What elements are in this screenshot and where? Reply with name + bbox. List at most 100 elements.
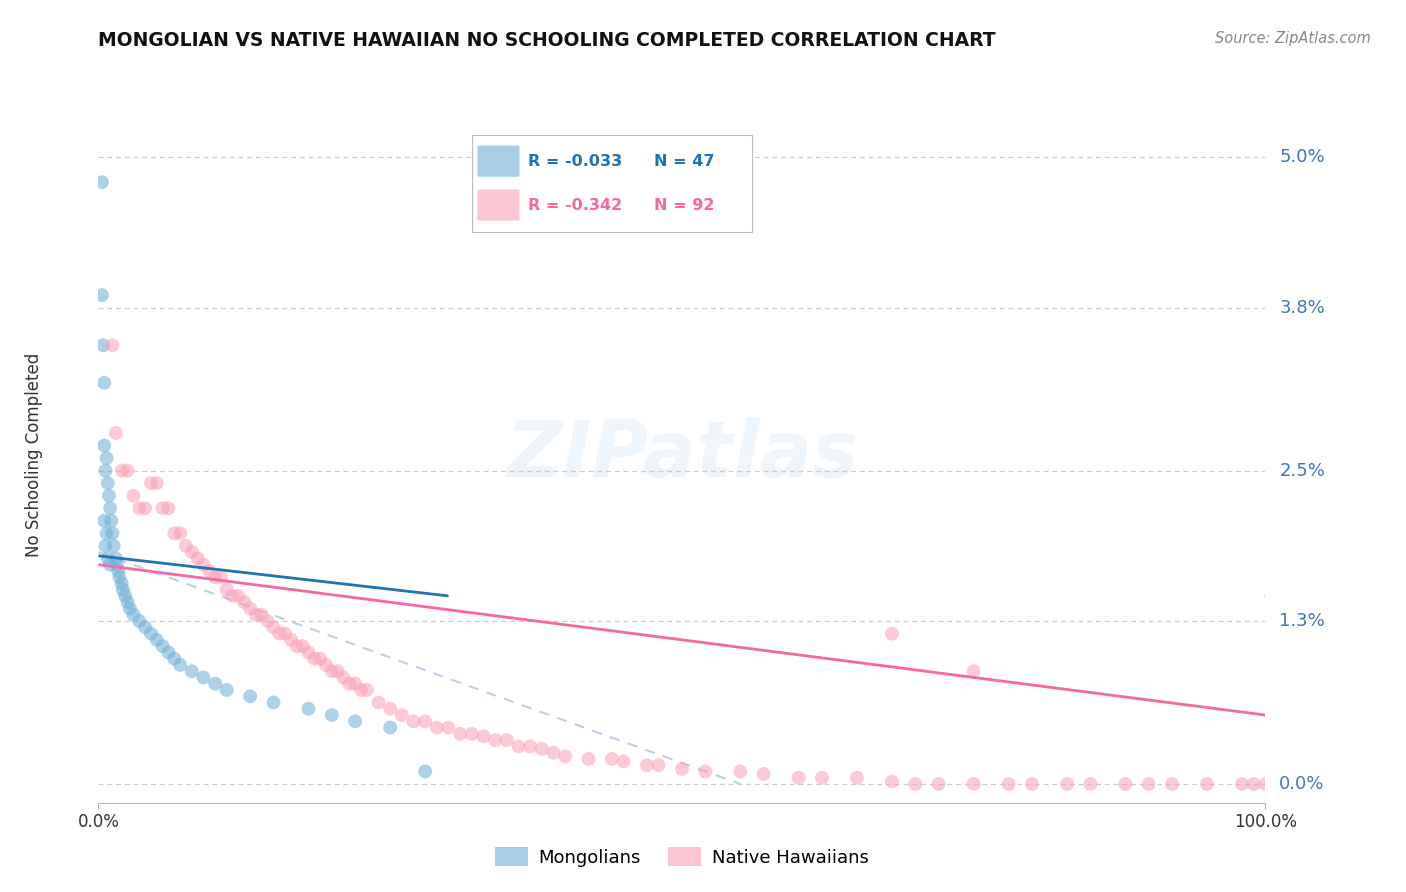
- Point: [239, 690, 262, 704]
- Point: [1114, 777, 1136, 791]
- Legend: Mongolians, Native Hawaiians: Mongolians, Native Hawaiians: [488, 840, 876, 874]
- Point: [215, 582, 238, 597]
- Point: [228, 589, 250, 603]
- Point: [94, 539, 117, 553]
- Point: [215, 683, 238, 698]
- Point: [695, 764, 717, 779]
- Point: [134, 501, 156, 516]
- Point: [128, 501, 150, 516]
- Point: [152, 501, 174, 516]
- Point: [495, 733, 517, 747]
- Point: [90, 288, 112, 302]
- Point: [256, 614, 278, 628]
- Point: [378, 702, 402, 716]
- Point: [391, 708, 413, 723]
- Point: [1260, 589, 1282, 603]
- Point: [1195, 777, 1218, 791]
- Point: [96, 451, 118, 466]
- FancyBboxPatch shape: [478, 189, 519, 220]
- Point: [1080, 777, 1102, 791]
- Point: [94, 464, 117, 478]
- Point: [100, 514, 122, 528]
- Point: [114, 589, 136, 603]
- Point: [180, 664, 202, 678]
- Point: [413, 764, 436, 779]
- Point: [174, 539, 197, 553]
- Point: [118, 601, 141, 615]
- Point: [98, 501, 121, 516]
- Point: [378, 721, 402, 735]
- Point: [845, 771, 868, 785]
- Point: [344, 676, 367, 690]
- Point: [332, 670, 354, 684]
- Point: [111, 464, 134, 478]
- Point: [472, 730, 495, 744]
- Point: [139, 626, 162, 640]
- Point: [209, 570, 232, 584]
- Point: [198, 564, 221, 578]
- Point: [152, 639, 174, 653]
- Text: N = 92: N = 92: [654, 198, 714, 213]
- Point: [367, 696, 389, 710]
- Point: [636, 758, 658, 772]
- Point: [543, 746, 565, 760]
- Text: R = -0.033: R = -0.033: [527, 154, 621, 169]
- Point: [93, 438, 115, 452]
- Point: [1056, 777, 1078, 791]
- Point: [600, 752, 623, 766]
- Point: [98, 558, 121, 572]
- Point: [904, 777, 927, 791]
- Point: [962, 777, 984, 791]
- Point: [612, 755, 634, 769]
- Point: [880, 626, 903, 640]
- FancyBboxPatch shape: [478, 145, 519, 177]
- Point: [1161, 777, 1184, 791]
- Point: [309, 651, 332, 665]
- Point: [107, 564, 129, 578]
- Point: [163, 526, 186, 541]
- Point: [104, 551, 127, 566]
- Point: [315, 657, 337, 672]
- Point: [262, 620, 284, 634]
- Point: [350, 683, 373, 698]
- Point: [1243, 777, 1265, 791]
- Point: [221, 589, 243, 603]
- Point: [1021, 777, 1043, 791]
- Point: [484, 733, 506, 747]
- Point: [187, 551, 209, 566]
- Point: [413, 714, 436, 729]
- Point: [91, 338, 114, 352]
- Point: [122, 607, 145, 622]
- Point: [139, 476, 162, 491]
- Text: ZIPatlas: ZIPatlas: [506, 417, 858, 493]
- Point: [111, 576, 134, 591]
- Point: [96, 526, 118, 541]
- Point: [180, 545, 202, 559]
- Point: [337, 676, 360, 690]
- Point: [245, 607, 267, 622]
- Point: [962, 664, 984, 678]
- Point: [250, 607, 273, 622]
- Point: [262, 696, 284, 710]
- Point: [291, 639, 314, 653]
- Point: [105, 558, 128, 572]
- Point: [671, 762, 693, 776]
- Point: [269, 626, 291, 640]
- Point: [297, 702, 319, 716]
- Text: 2.5%: 2.5%: [1279, 461, 1326, 480]
- Point: [204, 676, 226, 690]
- Text: MONGOLIAN VS NATIVE HAWAIIAN NO SCHOOLING COMPLETED CORRELATION CHART: MONGOLIAN VS NATIVE HAWAIIAN NO SCHOOLIN…: [98, 31, 995, 50]
- Point: [122, 489, 145, 503]
- Point: [730, 764, 752, 779]
- Text: N = 47: N = 47: [654, 154, 714, 169]
- Point: [449, 727, 471, 741]
- Point: [461, 727, 484, 741]
- Point: [146, 476, 169, 491]
- Point: [787, 771, 810, 785]
- Point: [344, 714, 367, 729]
- Point: [204, 570, 226, 584]
- Point: [193, 558, 215, 572]
- Point: [437, 721, 460, 735]
- Point: [233, 595, 256, 609]
- Point: [1254, 777, 1277, 791]
